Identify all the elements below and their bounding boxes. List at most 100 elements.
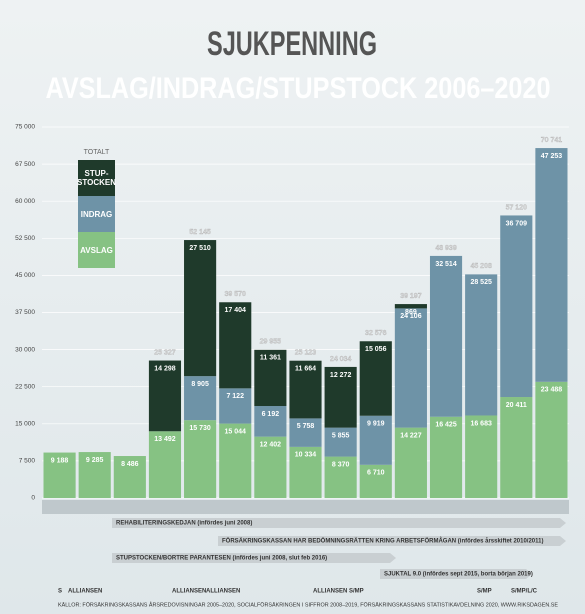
bar-segment: [78, 452, 111, 498]
government-label: ALLIANSEN: [68, 589, 102, 595]
chart-title: SJUKPENNING: [207, 25, 377, 63]
bar-segment: [219, 302, 252, 389]
bar-segment: [289, 360, 322, 419]
bar-segment: [324, 366, 357, 428]
segment-label: 36 709: [506, 220, 528, 227]
bar-segment: [359, 341, 392, 416]
segment-label: 20 411: [506, 402, 527, 409]
segment-label: 11 664: [295, 366, 316, 373]
total-label: 52 145: [189, 229, 211, 236]
bar-segment: [324, 427, 357, 457]
bar-segment: [148, 360, 182, 432]
y-tick-label: 0: [31, 495, 35, 502]
y-tick-label: 15 000: [15, 421, 35, 428]
bar-segment: [219, 423, 252, 498]
segment-label: 47 253: [541, 153, 563, 160]
segment-label: 17 404: [225, 307, 247, 314]
y-tick-label: 45 000: [15, 272, 35, 279]
segment-label: 12 272: [330, 372, 352, 379]
total-label: 25 123: [295, 350, 317, 357]
government-label: S: [58, 589, 62, 595]
segment-label: 16 683: [470, 420, 492, 427]
bar-segment: [254, 436, 287, 498]
bar-segment: [184, 420, 217, 498]
segment-label: 8 486: [121, 461, 139, 468]
total-label: 32 576: [365, 330, 387, 337]
segment-label: 23 488: [541, 387, 563, 394]
total-label: 25 327: [154, 349, 176, 356]
segment-label: 8 370: [332, 461, 350, 468]
total-label: 45 208: [470, 263, 492, 270]
segment-label: 14 298: [154, 365, 176, 372]
chart-subtitle: AVSLAG/INDRAG/STUPSTOCK 2006–2020: [46, 72, 551, 105]
bar-segment: [43, 452, 76, 498]
segment-label: 16 425: [435, 422, 457, 429]
segment-label: 11 361: [260, 355, 281, 362]
bar-segment: [324, 456, 357, 498]
segment-label: 15 044: [225, 428, 247, 435]
segment-label: 32 514: [435, 261, 457, 268]
legend-entry: AVSLAG: [78, 232, 115, 268]
legend-entry: INDRAG: [78, 196, 115, 232]
timeline-label: STUPSTOCKEN/BORTRE PARANTESEN (infördes …: [116, 556, 327, 562]
timeline-label: FÖRSÄKRINGSKASSAN HAR BEDÖMNINGSRÄTTEN K…: [222, 538, 544, 545]
segment-label: 5 758: [297, 423, 315, 430]
total-label: 70 741: [541, 137, 563, 144]
y-tick-label: 52 500: [15, 235, 35, 242]
y-tick-label: 30 000: [15, 346, 35, 353]
segment-label: 7 122: [226, 393, 244, 400]
total-label: 29 955: [260, 339, 282, 346]
bar-segment: [289, 418, 322, 447]
segment-label: 869: [405, 309, 417, 316]
bar-segment: [535, 148, 568, 382]
segment-label: 10 334: [295, 452, 317, 459]
bar-segment: [359, 415, 392, 465]
segment-label: 15 730: [189, 425, 211, 432]
y-tick-label: 75 000: [15, 124, 35, 131]
government-label: S/MP/L/C: [511, 589, 538, 595]
total-label: 39 570: [225, 291, 247, 298]
timeline-bar: [112, 518, 566, 528]
bar-segment: [289, 446, 322, 498]
bar-segment: [219, 388, 252, 424]
bar-segment: [184, 240, 217, 377]
bar-segment: [535, 381, 568, 498]
bar-segment: [148, 431, 182, 498]
bar-segment: [394, 308, 427, 428]
bar-segment: [465, 274, 498, 416]
legend-title: TOTALT: [83, 149, 110, 156]
bar-segment: [359, 464, 392, 498]
segment-label: 6 710: [367, 470, 385, 477]
segment-label: 13 492: [154, 436, 176, 443]
x-axis-band: [42, 500, 569, 514]
government-label: S/MP: [477, 589, 492, 595]
total-label: 39 197: [400, 293, 422, 300]
segment-label: 9 285: [86, 457, 104, 464]
bar-segment: [254, 349, 287, 407]
segment-label: 9 188: [51, 457, 69, 464]
segment-label: 12 402: [260, 441, 282, 448]
bar-segment: [429, 255, 463, 417]
segment-label: 27 510: [189, 245, 211, 252]
segment-label: 15 056: [365, 346, 387, 353]
y-tick-label: 37 500: [15, 309, 35, 316]
legend: TOTALT STUP-STOCKEN INDRAG AVSLAG: [77, 146, 116, 268]
bar-segment: [184, 376, 217, 421]
y-tick-label: 60 000: [15, 198, 35, 205]
total-label: 48 939: [435, 245, 457, 252]
y-tick-label: 22 500: [15, 383, 35, 390]
bar-segment: [113, 456, 146, 498]
bar-segment: [429, 416, 463, 498]
bar-segment: [500, 397, 533, 498]
timeline-bar: [112, 553, 396, 563]
government-label: ALLIANSEN: [206, 589, 240, 595]
government-label: ALLIANSEN: [313, 589, 347, 595]
government-label: ALLIANSEN: [172, 589, 206, 595]
segment-label: 28 525: [470, 279, 492, 286]
bar-segment: [254, 406, 287, 437]
timeline-bar: [218, 536, 566, 546]
segment-label: 6 192: [262, 411, 280, 418]
segment-label: 8 905: [191, 381, 209, 388]
total-label: 57 120: [506, 204, 528, 211]
